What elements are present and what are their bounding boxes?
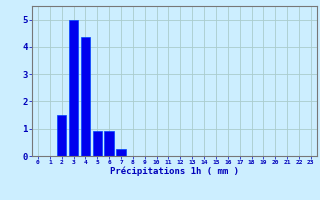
X-axis label: Précipitations 1h ( mm ): Précipitations 1h ( mm ) [110,167,239,176]
Bar [116,149,126,156]
Bar [57,115,67,156]
Bar [81,37,90,156]
Bar [92,131,102,156]
Bar [104,131,114,156]
Bar [69,20,78,156]
